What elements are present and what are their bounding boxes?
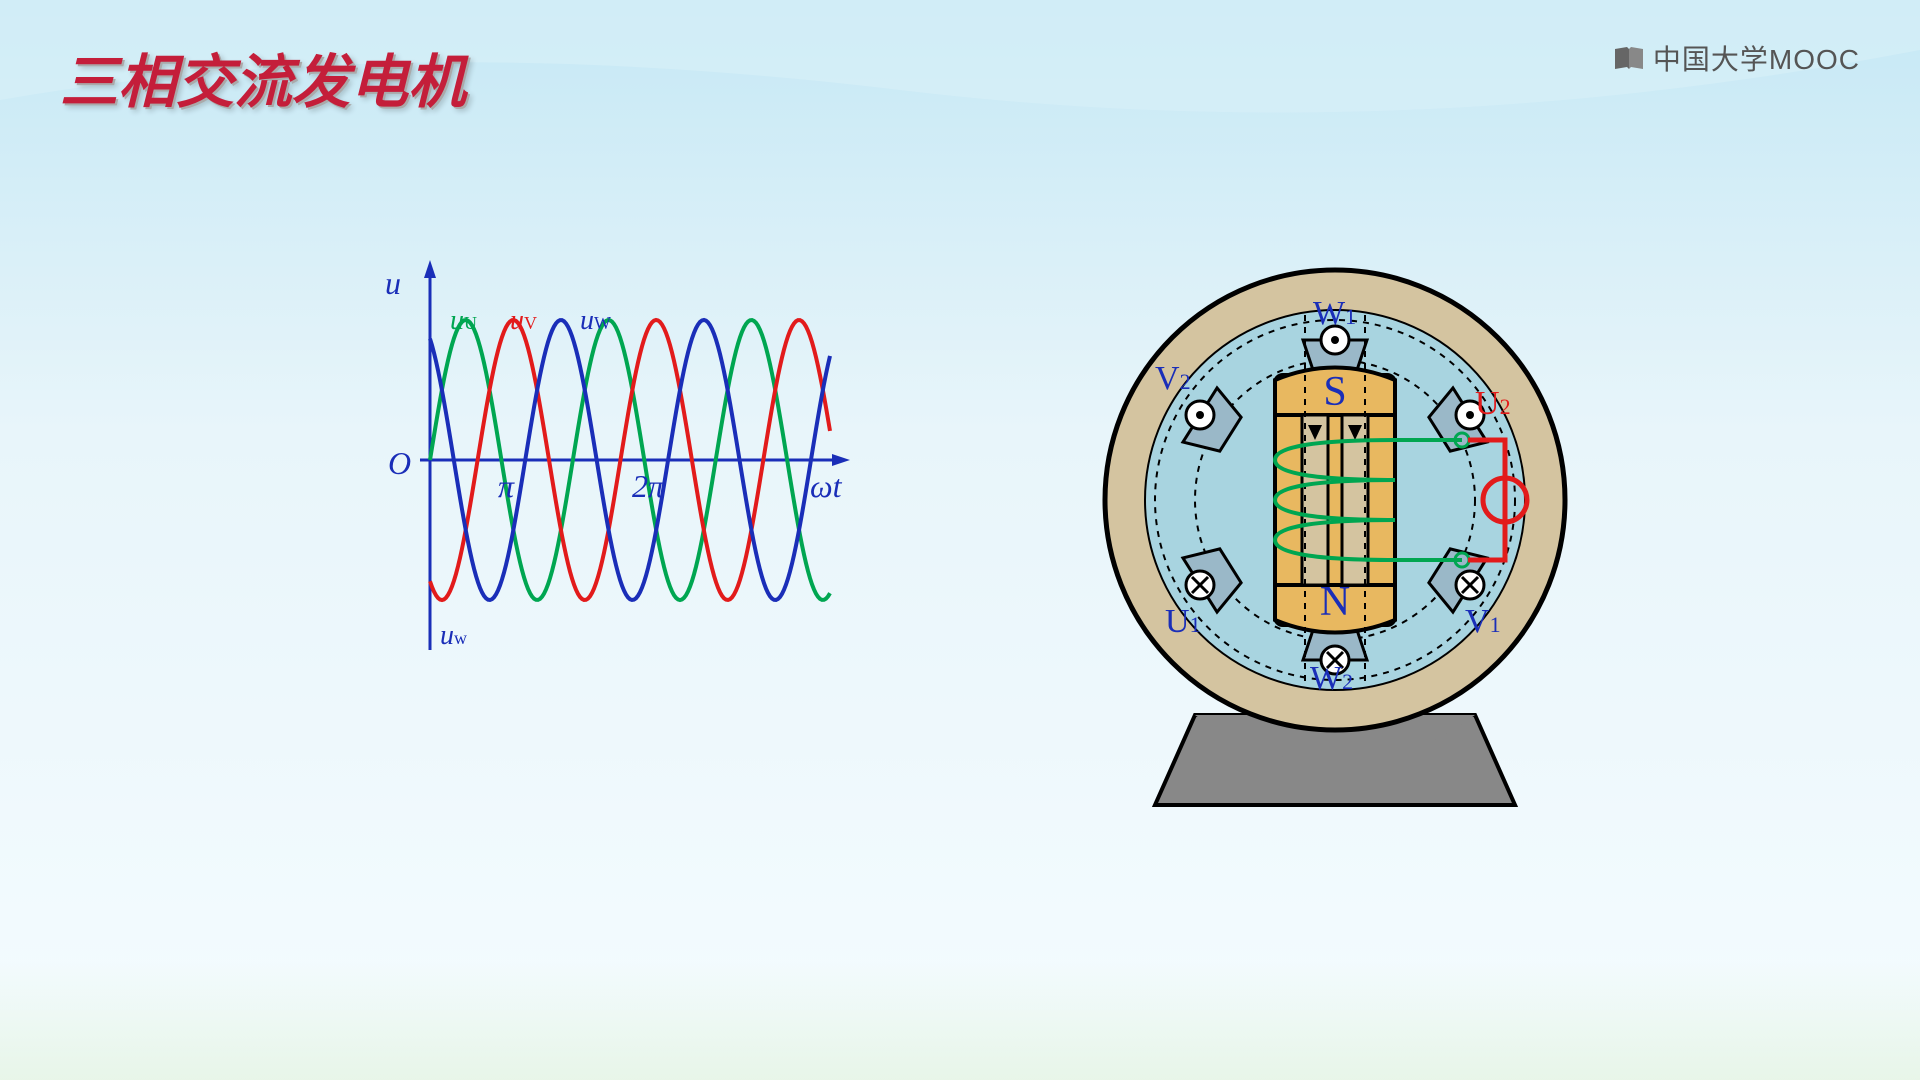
logo: 中国大学MOOC: [1613, 38, 1860, 78]
label-u2: U2: [1475, 385, 1511, 423]
xtick-pi: π: [498, 468, 514, 505]
generator-diagram: S N W1 V2 U2 U1 V1 W2: [1060, 215, 1610, 765]
page-title: 三相交流发电机: [60, 35, 466, 119]
pole-s: S: [1323, 369, 1346, 415]
sine-chart: u O π 2π ωt uU uV uW uw: [380, 250, 880, 700]
label-u1: U1: [1165, 603, 1201, 641]
series-label-w: uW: [580, 305, 611, 337]
y-axis-label: u: [385, 265, 401, 302]
bottom-texture: [0, 960, 1920, 1080]
pole-n: N: [1320, 579, 1350, 625]
label-w1: W1: [1313, 295, 1356, 333]
label-v2: V2: [1155, 360, 1191, 398]
origin-label: O: [388, 445, 411, 482]
xtick-2pi: 2π: [632, 468, 664, 505]
label-v1: V1: [1465, 603, 1501, 641]
series-label-u: uU: [450, 305, 477, 337]
series-label-v: uV: [510, 305, 537, 337]
bottom-uw-label: uw: [440, 620, 467, 652]
book-icon: [1613, 45, 1645, 71]
logo-text: 中国大学MOOC: [1653, 38, 1860, 78]
label-w2: W2: [1310, 660, 1353, 698]
x-axis-label: ωt: [810, 468, 841, 505]
